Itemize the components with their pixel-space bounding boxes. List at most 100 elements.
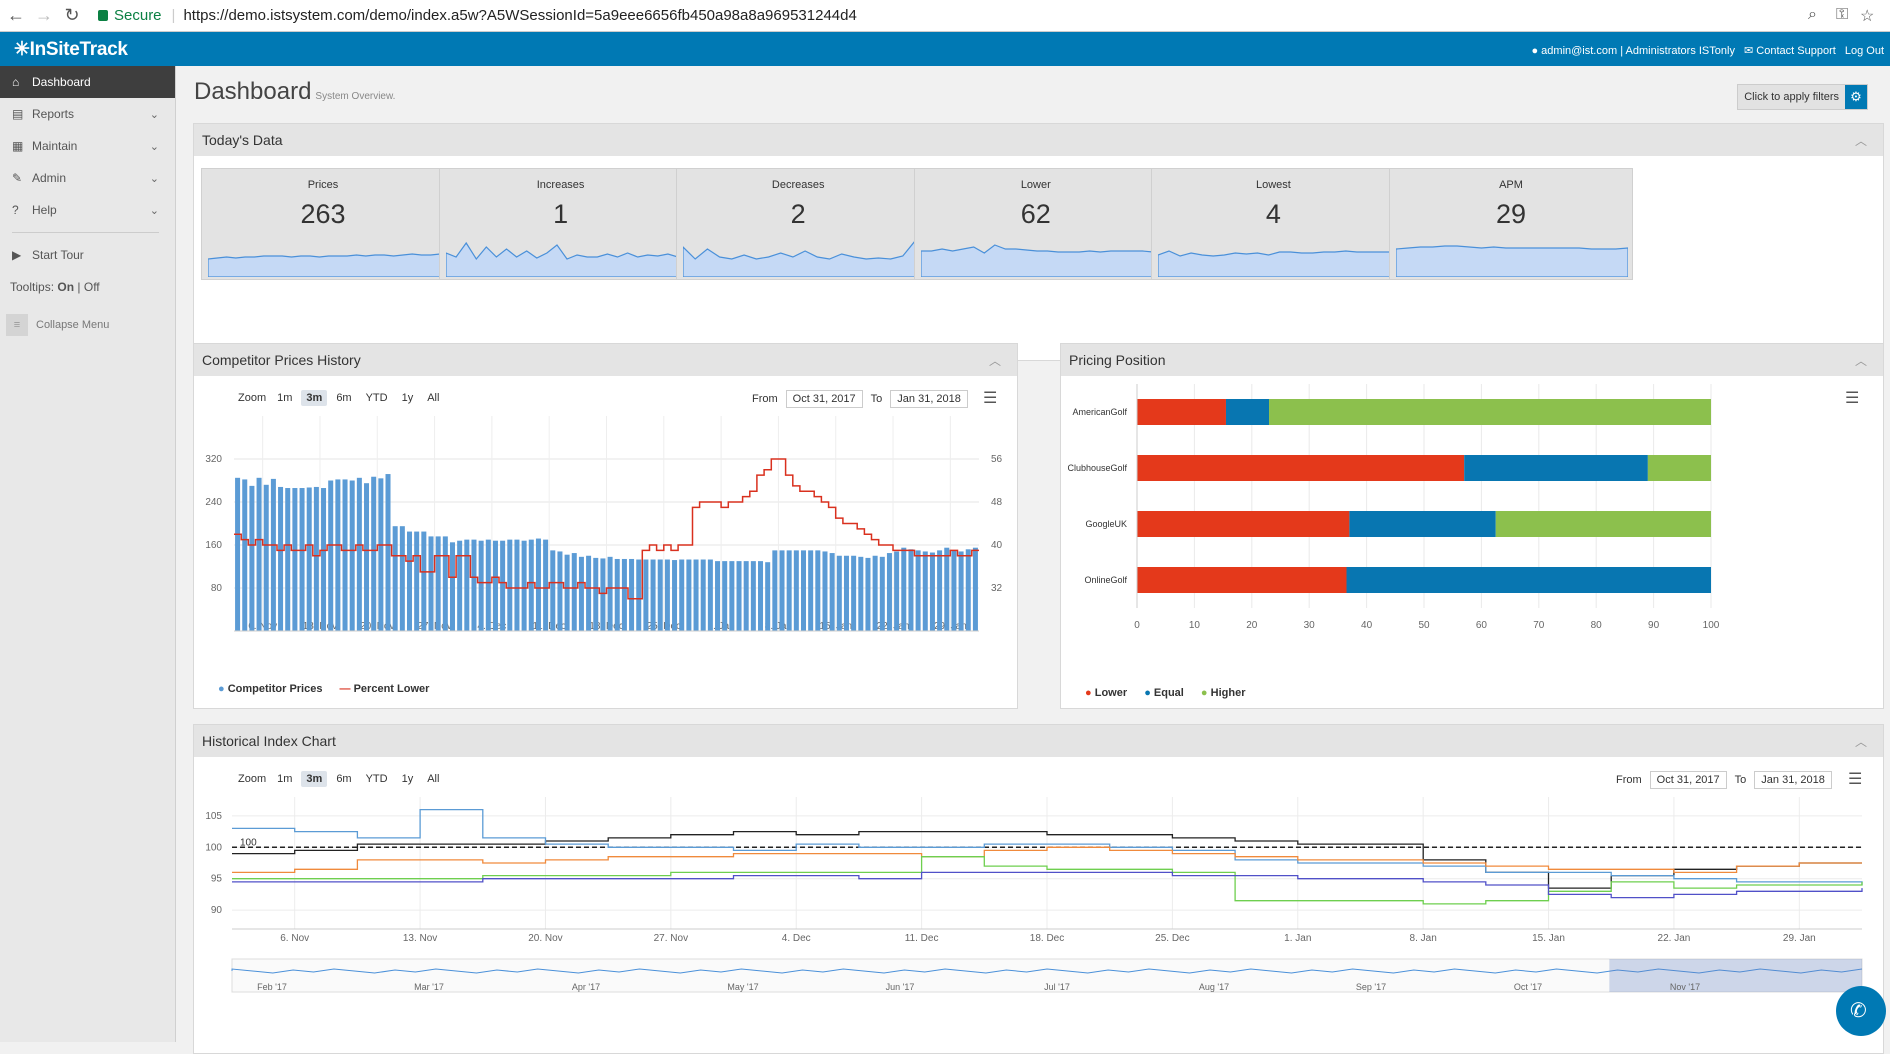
bar[interactable] <box>414 531 420 631</box>
bar[interactable] <box>621 558 627 631</box>
zoom-ytd-button[interactable]: YTD <box>365 773 388 785</box>
bar[interactable] <box>829 553 835 631</box>
zoom-1m-button[interactable]: 1m <box>277 392 293 404</box>
bar[interactable] <box>399 526 405 631</box>
bar[interactable] <box>586 555 592 631</box>
bar[interactable] <box>951 550 957 631</box>
legend-item-higher[interactable]: ● Higher <box>1200 687 1246 699</box>
bar-segment-equal[interactable] <box>1225 399 1270 425</box>
legend-item-equal[interactable]: ● Equal <box>1144 687 1184 699</box>
bar[interactable] <box>485 539 491 631</box>
kpi-tile-lower[interactable]: Lower 62 <box>913 168 1158 280</box>
bar[interactable] <box>707 559 713 631</box>
bar[interactable] <box>872 555 878 631</box>
bar[interactable] <box>808 550 814 631</box>
kpi-tile-prices[interactable]: Prices 263 <box>201 168 445 280</box>
bar[interactable] <box>600 558 606 631</box>
bar-segment-equal[interactable] <box>1346 567 1711 593</box>
zoom-1y-button[interactable]: 1y <box>401 773 414 785</box>
forward-icon[interactable]: → <box>35 5 53 25</box>
bar[interactable] <box>492 540 498 631</box>
bar[interactable] <box>614 558 620 631</box>
logo[interactable]: ✳InSiteTrack <box>14 39 128 60</box>
legend-item-competitor-prices[interactable]: ● Competitor Prices <box>218 683 323 695</box>
bar[interactable] <box>715 561 721 631</box>
bar[interactable] <box>385 474 391 631</box>
index-series-line[interactable] <box>232 846 1862 874</box>
bar[interactable] <box>242 479 248 631</box>
bar[interactable] <box>786 550 792 631</box>
bar[interactable] <box>858 556 864 631</box>
bar[interactable] <box>335 479 341 631</box>
chart-menu-icon[interactable]: ☰ <box>1845 390 1860 407</box>
chevron-up-icon[interactable]: ︿ <box>1854 735 1867 749</box>
bar-segment-equal[interactable] <box>1464 455 1648 481</box>
user-role[interactable]: Administrators ISTonly <box>1625 45 1735 57</box>
bar[interactable] <box>371 476 377 631</box>
bar[interactable] <box>972 547 978 631</box>
bar-segment-lower[interactable] <box>1137 455 1465 481</box>
to-date-input[interactable]: Jan 31, 2018 <box>1754 771 1832 789</box>
bar[interactable] <box>722 561 728 631</box>
sidebar-item-help[interactable]: ? Help ⌄ <box>12 203 159 217</box>
bar[interactable] <box>564 554 570 631</box>
contact-support-link[interactable]: Contact Support <box>1756 45 1836 57</box>
sidebar-item-reports[interactable]: ▤ Reports ⌄ <box>12 107 159 121</box>
chart-menu-icon[interactable]: ☰ <box>1848 771 1863 788</box>
bar[interactable] <box>908 549 914 631</box>
kpi-tile-decreases[interactable]: Decreases 2 <box>676 168 921 280</box>
bar-segment-higher[interactable] <box>1495 511 1711 537</box>
bar[interactable] <box>593 557 599 631</box>
chat-button[interactable]: ✆ <box>1836 986 1886 1036</box>
bar[interactable] <box>758 561 764 631</box>
bar[interactable] <box>535 538 541 631</box>
bar[interactable] <box>342 479 348 631</box>
bar[interactable] <box>607 556 613 631</box>
bar[interactable] <box>929 552 935 631</box>
bar[interactable] <box>836 555 842 631</box>
bar[interactable] <box>765 562 771 631</box>
navigator-selection[interactable] <box>1609 959 1862 992</box>
bar[interactable] <box>793 550 799 631</box>
tooltips-off[interactable]: Off <box>83 280 100 294</box>
bar[interactable] <box>865 557 871 631</box>
bar[interactable] <box>256 477 262 631</box>
bar[interactable] <box>543 539 549 631</box>
bar[interactable] <box>894 551 900 631</box>
bar[interactable] <box>263 484 269 631</box>
bar[interactable] <box>528 539 534 631</box>
chart-menu-icon[interactable]: ☰ <box>983 390 998 407</box>
bar[interactable] <box>822 551 828 631</box>
bar[interactable] <box>471 539 477 631</box>
from-date-input[interactable]: Oct 31, 2017 <box>785 390 863 408</box>
bar-segment-lower[interactable] <box>1137 399 1226 425</box>
bar-segment-higher[interactable] <box>1269 399 1711 425</box>
zoom-all-button[interactable]: All <box>427 773 440 785</box>
bar-segment-lower[interactable] <box>1137 567 1347 593</box>
navigator[interactable] <box>231 958 1863 993</box>
legend-item-percent-lower[interactable]: — Percent Lower <box>339 683 430 695</box>
key-icon[interactable]: ⚿ <box>1836 6 1849 23</box>
bar[interactable] <box>478 540 484 631</box>
bar[interactable] <box>672 560 678 631</box>
star-icon[interactable]: ☆ <box>1860 8 1875 25</box>
bar[interactable] <box>571 553 577 631</box>
apply-filters-button[interactable]: Click to apply filters ⚙ <box>1737 84 1868 110</box>
chevron-up-icon[interactable]: ︿ <box>1854 134 1867 148</box>
bar[interactable] <box>944 547 950 631</box>
bar[interactable] <box>235 477 241 631</box>
bar[interactable] <box>657 559 663 631</box>
bar-segment-equal[interactable] <box>1349 511 1496 537</box>
bar[interactable] <box>507 539 513 631</box>
chevron-up-icon[interactable]: ︿ <box>1854 354 1867 368</box>
bar[interactable] <box>629 558 635 631</box>
bar[interactable] <box>686 559 692 631</box>
bar[interactable] <box>643 559 649 631</box>
zoom-6m-button[interactable]: 6m <box>336 773 352 785</box>
bar[interactable] <box>321 488 327 631</box>
zoom-ytd-button[interactable]: YTD <box>365 392 388 404</box>
bar[interactable] <box>679 559 685 631</box>
bar[interactable] <box>958 551 964 631</box>
logout-link[interactable]: Log Out <box>1844 45 1884 57</box>
bar[interactable] <box>557 551 563 631</box>
